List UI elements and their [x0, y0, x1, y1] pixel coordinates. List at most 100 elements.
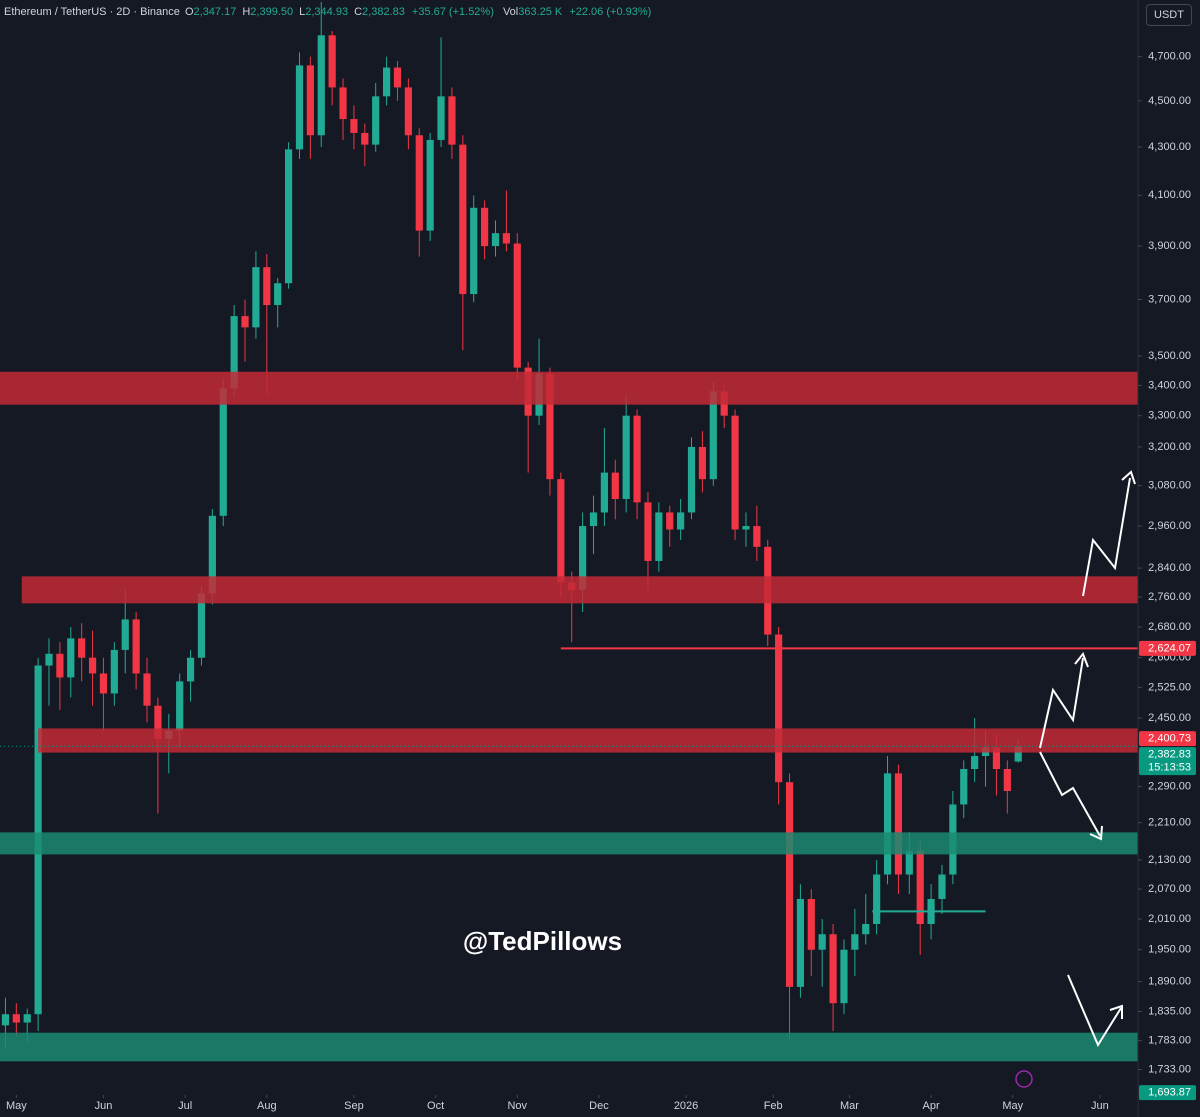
candle-body [448, 96, 456, 145]
ohlc-value: 2,382.83 [362, 6, 405, 18]
candle-body [67, 638, 75, 678]
candle-body [317, 35, 325, 136]
candle-body [230, 316, 238, 389]
candle-body [491, 233, 500, 247]
y-tick-label: 2,290.00 [1148, 780, 1191, 792]
icon [1015, 1070, 1033, 1088]
candle-body [143, 673, 151, 706]
arrow-head [1121, 470, 1136, 485]
candle-body [971, 756, 979, 770]
y-tick-label: 2,070.00 [1148, 883, 1191, 895]
arrow-head [1074, 652, 1089, 668]
ohlc: O2,347.17 H2,399.50 L2,344.93 C2,382.83 [183, 6, 409, 18]
price-label: 2,400.73 [1148, 733, 1191, 745]
x-tick-label: Feb [764, 1100, 783, 1112]
candle-body [905, 850, 913, 875]
plot [1, 2, 1022, 1049]
y-tick-label: 3,500.00 [1148, 350, 1191, 362]
candle-body [622, 415, 630, 499]
candle-body [154, 705, 162, 739]
candle-body [382, 67, 391, 97]
candle-body [328, 35, 336, 88]
candle-body [252, 267, 260, 328]
x-tick-label: May [1002, 1100, 1023, 1112]
y-tick-label: 2,760.00 [1148, 591, 1191, 603]
candle-body [807, 898, 815, 950]
currency-button[interactable]: USDT [1146, 4, 1192, 26]
candle-body [306, 65, 314, 136]
ohlc-value: 2,344.93 [305, 6, 349, 18]
candle-body [339, 87, 347, 120]
candle-body [132, 619, 140, 674]
watermark: @TedPillows [462, 926, 623, 956]
candle-body [56, 653, 64, 678]
x-tick-label: Jun [1091, 1100, 1109, 1112]
x-tick-label: Oct [427, 1100, 444, 1112]
candle-body [687, 446, 696, 513]
price-label-time: 15:13:53 [1148, 762, 1191, 774]
candle-body [633, 415, 641, 503]
candle-body [677, 512, 685, 530]
arrow [1067, 974, 1122, 1048]
candle-body [557, 479, 565, 583]
y-tick-label: 1,783.00 [1148, 1035, 1191, 1047]
candle-body [666, 512, 674, 530]
y-tick-label: 2,210.00 [1148, 817, 1191, 829]
y-tick-label: 3,400.00 [1148, 379, 1191, 391]
y-tick-label: 4,300.00 [1148, 141, 1191, 153]
price-label: 1,693.87 [1148, 1087, 1191, 1099]
candle-body [121, 619, 129, 650]
candle-body [274, 283, 282, 306]
volume-label: Vol [502, 6, 519, 18]
annotation-arrows [1015, 470, 1136, 1088]
candle-body [579, 526, 587, 590]
ohlc-label: H [242, 6, 251, 18]
change: +35.67 (+1.52%) [411, 6, 494, 18]
candle-body [404, 87, 412, 136]
zone [38, 728, 1138, 753]
price-label-box [1139, 731, 1196, 747]
candle-body [45, 653, 53, 666]
y-tick-label: 3,700.00 [1148, 293, 1191, 305]
y-tick-label: 1,835.00 [1148, 1005, 1191, 1017]
candle-body [23, 1014, 31, 1023]
y-tick-label: 2,450.00 [1148, 712, 1191, 724]
candle-body [88, 657, 97, 674]
candle-body [263, 267, 271, 306]
arrow-head [1109, 1004, 1123, 1019]
y-tick-label: 3,300.00 [1148, 410, 1191, 422]
candle-body [393, 67, 402, 88]
candle-body [883, 773, 892, 875]
zone [21, 576, 1138, 604]
candle-body [753, 526, 761, 547]
x-tick-label: Jun [95, 1100, 113, 1112]
x-tick-label: Nov [507, 1100, 527, 1112]
candle-body [1, 1014, 10, 1026]
candle-body [350, 119, 358, 133]
candle-body [818, 934, 826, 950]
candle-body [295, 65, 304, 150]
volume: 363.25 K [518, 6, 563, 18]
price-label-box [1139, 1085, 1196, 1101]
arrow [1039, 657, 1084, 749]
candle-body [481, 207, 489, 247]
ohlc-label: O [184, 6, 194, 18]
candle-body [938, 874, 946, 899]
candle-body [78, 638, 86, 658]
symbol: Ethereum / TetherUS · 2D · Binance [4, 6, 180, 18]
x-tick-label: 2026 [674, 1100, 698, 1112]
y-tick-label: 1,890.00 [1148, 975, 1191, 987]
price-label: 2,624.07 [1148, 642, 1191, 654]
volume-change: +22.06 (+0.93%) [569, 6, 652, 18]
x-tick-label: Sep [344, 1100, 364, 1112]
candle-body [284, 149, 293, 284]
y-tick-label: 3,900.00 [1148, 240, 1191, 252]
candle-body [894, 773, 903, 875]
candle-body [600, 472, 608, 513]
candle-body [110, 649, 118, 694]
candle-body [611, 472, 619, 499]
candle-body [241, 316, 249, 328]
candle-body [742, 526, 750, 530]
candle-body [426, 139, 434, 231]
